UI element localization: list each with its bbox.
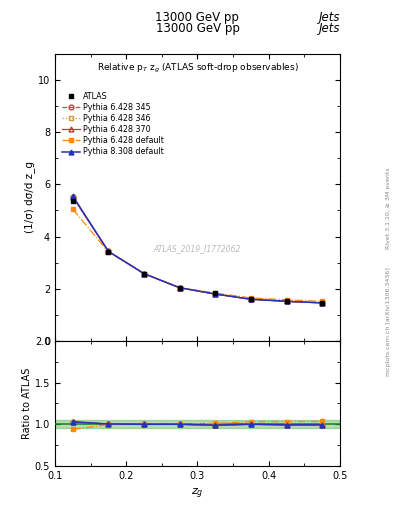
Text: 13000 GeV pp: 13000 GeV pp — [156, 22, 239, 35]
Text: Jets: Jets — [318, 11, 340, 25]
Text: Jets: Jets — [318, 22, 340, 35]
Y-axis label: (1/σ) dσ/d z_g: (1/σ) dσ/d z_g — [24, 161, 35, 233]
Text: 13000 GeV pp: 13000 GeV pp — [154, 11, 239, 25]
Bar — [55, 420, 340, 429]
Text: ATLAS_2019_I1772062: ATLAS_2019_I1772062 — [154, 245, 241, 253]
Legend: ATLAS, Pythia 6.428 345, Pythia 6.428 346, Pythia 6.428 370, Pythia 6.428 defaul: ATLAS, Pythia 6.428 345, Pythia 6.428 34… — [62, 92, 164, 156]
X-axis label: $z_g$: $z_g$ — [191, 486, 204, 501]
Y-axis label: Ratio to ATLAS: Ratio to ATLAS — [22, 368, 32, 439]
Text: mcplots.cern.ch [arXiv:1306.3436]: mcplots.cern.ch [arXiv:1306.3436] — [386, 267, 391, 376]
Text: Rivet 3.1.10, ≥ 3M events: Rivet 3.1.10, ≥ 3M events — [386, 168, 391, 249]
Text: Relative p$_T$ z$_g$ (ATLAS soft-drop observables): Relative p$_T$ z$_g$ (ATLAS soft-drop ob… — [97, 62, 298, 75]
